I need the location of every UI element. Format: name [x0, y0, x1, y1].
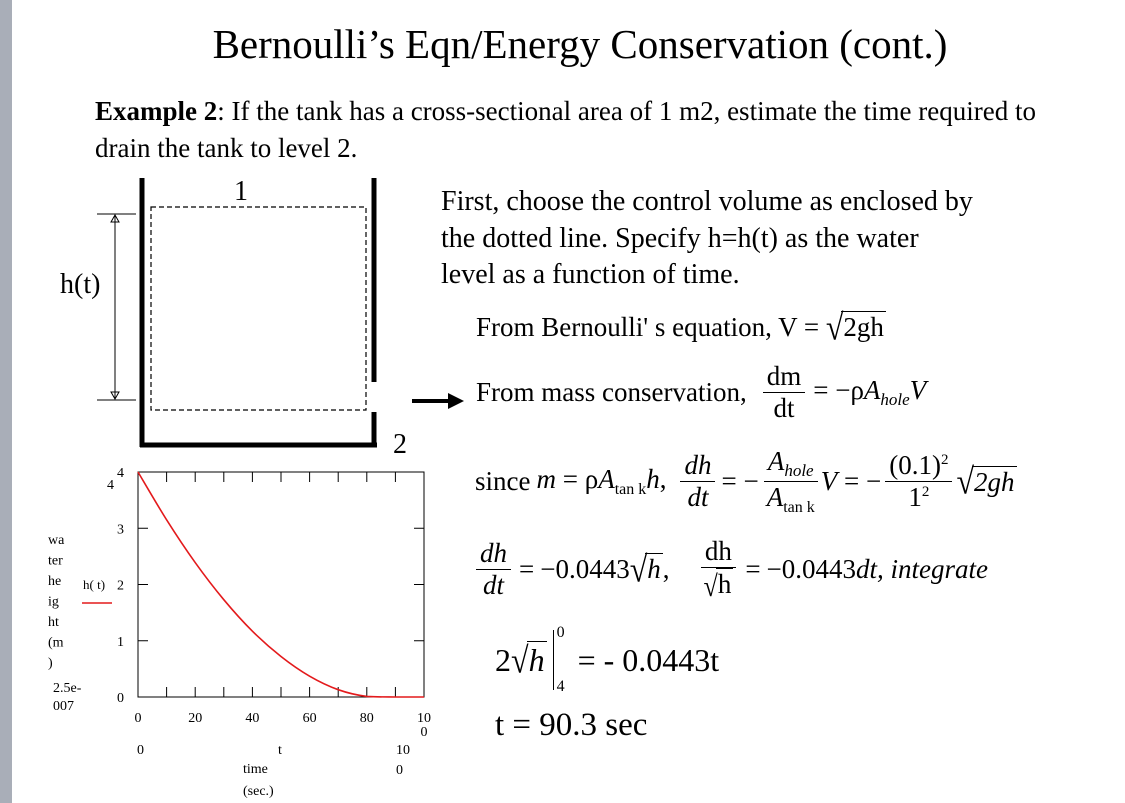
- x-tick-label: 40: [245, 711, 259, 726]
- sep-sqrt-h: h: [715, 568, 734, 599]
- since-tank-sub: tan k: [614, 481, 647, 498]
- since-dt: dt: [687, 482, 709, 512]
- x-tick-label: 0: [135, 711, 142, 726]
- sep-rest: dt, integrate: [856, 553, 989, 584]
- ratio-hole-sub: hole: [784, 461, 814, 480]
- mass-prefix: From mass conservation,: [476, 377, 747, 407]
- tank-level-2-label: 2: [393, 429, 407, 460]
- tank-level-1-label: 1: [234, 176, 248, 207]
- y-axis-label: wa ter he ig ht (m): [48, 533, 65, 671]
- bernoulli-prefix: From Bernoulli' s equation, V =: [476, 312, 820, 342]
- y-tick-label: 2: [117, 579, 124, 594]
- y-tick-label: 0: [117, 691, 124, 706]
- x-tick-label: 60: [303, 711, 317, 726]
- h-curve-line: [137, 471, 424, 698]
- since-radicand: 2gh: [972, 465, 1017, 497]
- since-dh: dh: [680, 450, 716, 482]
- rate-coef: −0.0443: [540, 553, 630, 584]
- water-height-chart: 0 20 40 60 80 10 0 0 1 2 3 4 4 wa ter he ig ht (m) h( t)…: [48, 466, 431, 799]
- slide-title: Bernoulli’s Eqn/Energy Conservation (con…: [212, 21, 948, 67]
- x-tick-label: 20: [188, 711, 202, 726]
- ymax-label: 4: [107, 478, 114, 493]
- x-axis-label: time (sec.): [243, 762, 274, 799]
- arrow-icon: [412, 393, 464, 409]
- x-var-label: t: [278, 743, 282, 758]
- coef-exp: 2: [940, 452, 949, 468]
- one: 1: [908, 482, 922, 512]
- x-tick-label: 10 0: [417, 711, 431, 740]
- coef: (0.1): [889, 450, 941, 480]
- series-label: h( t): [83, 577, 105, 592]
- one-exp: 2: [921, 484, 930, 500]
- int-upper: 0: [556, 624, 565, 641]
- rate-h: h: [645, 553, 663, 584]
- rate-equation: dh dt = −0.0443 √ h, dh √h = −0.0443 dt, i…: [476, 536, 989, 603]
- result-equation: t = 90.3 sec: [495, 707, 648, 743]
- plot-frame: [137, 471, 425, 698]
- example-text: Example 2: If the tank has a cross-secti…: [95, 93, 1095, 167]
- slide-edge-strip: [0, 0, 12, 803]
- int-lower: 4: [556, 678, 565, 695]
- mass-hole-sub: hole: [880, 390, 910, 409]
- tank-diagram: 1 2 h(t): [60, 176, 407, 460]
- sep-dh: dh: [700, 536, 736, 568]
- int-h: h: [526, 641, 547, 678]
- int-rhs: = - 0.0443t: [577, 641, 720, 678]
- bernoulli-radicand: 2gh: [841, 311, 886, 342]
- since-equation: since m = ρAtan kh, dh dt = − Ahole Atan…: [475, 446, 1017, 516]
- description-text: First, choose the control volume as encl…: [441, 186, 973, 290]
- sep-coef: −0.0443: [766, 553, 857, 584]
- ymin-label: 2.5e-007: [53, 681, 82, 714]
- mass-conservation-equation: From mass conservation, dm dt = −ρAholeV: [476, 361, 927, 423]
- example-label: Example 2: [95, 96, 218, 126]
- mass-denominator: dt: [773, 393, 795, 423]
- xmin-label: 0: [137, 743, 144, 758]
- mass-numerator: dm: [762, 361, 806, 393]
- rate-dt: dt: [482, 569, 504, 600]
- integrated-equation: 2 √ h 0 4 = - 0.0443t: [495, 624, 720, 695]
- ratio-tank-sub: tan k: [783, 499, 815, 516]
- xmax-label: 10 0: [396, 743, 410, 778]
- since-word: since: [475, 466, 531, 496]
- rate-dh: dh: [476, 538, 511, 570]
- example-body: : If the tank has a cross-sectional area…: [95, 96, 1036, 163]
- height-label: h(t): [60, 269, 100, 300]
- y-tick-label: 3: [117, 522, 124, 537]
- y-tick-label: 4: [117, 466, 124, 481]
- y-tick-label: 1: [117, 635, 124, 650]
- x-tick-label: 80: [360, 711, 374, 726]
- bernoulli-equation: From Bernoulli' s equation, V = √2gh: [476, 306, 886, 348]
